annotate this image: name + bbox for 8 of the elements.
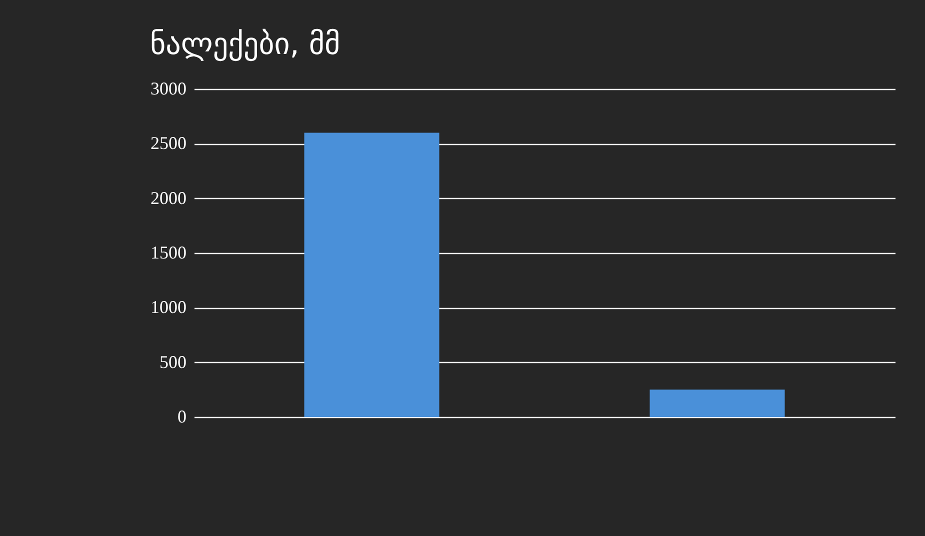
chart-title: ნალექები, მმ <box>150 27 340 62</box>
y-tick-label: 2000 <box>150 188 186 208</box>
y-tick-label: 500 <box>160 352 186 372</box>
y-tick-label: 0 <box>178 406 186 426</box>
y-tick-label: 3000 <box>150 78 186 98</box>
y-tick-label: 2500 <box>150 133 186 154</box>
y-tick-label: 1000 <box>150 297 186 318</box>
y-tick-label: 1500 <box>150 242 186 262</box>
